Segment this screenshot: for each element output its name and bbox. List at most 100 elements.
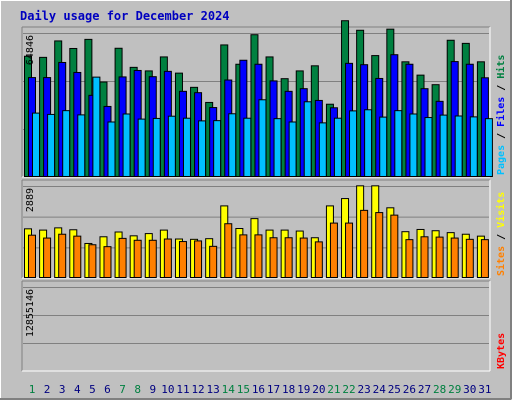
bar-sites-day-12 [194,240,203,279]
bar-sites-day-2 [43,237,52,279]
bar-sites-day-25 [390,214,399,278]
bar-pages-day-21 [333,117,342,177]
x-tick-label-day-16: 16 [252,383,265,396]
bar-sites-day-3 [58,233,67,278]
bar-sites-day-21 [329,222,338,279]
bar-pages-day-6 [107,121,116,178]
bar-sites-day-14 [224,223,233,278]
x-tick-label-day-14: 14 [222,383,236,396]
bar-sites-day-11 [178,241,187,278]
x-tick-label-day-5: 5 [89,383,96,396]
bar-sites-day-20 [314,241,323,278]
bar-sites-day-7 [118,237,127,279]
x-tick-label-day-9: 9 [149,383,156,396]
bar-sites-day-23 [360,209,369,278]
bar-sites-day-24 [375,212,384,278]
series-labels-middle: Sites / Visits [495,192,507,276]
bar-sites-day-27 [420,236,429,278]
bar-pages-day-11 [182,117,191,177]
bars-layer [24,20,493,279]
x-tick-label-day-15: 15 [237,383,250,396]
x-tick-label-day-22: 22 [342,383,355,396]
x-tick-label-day-7: 7 [119,383,126,396]
x-tick-label-day-24: 24 [373,383,387,396]
bar-sites-day-18 [284,237,293,279]
bar-sites-day-16 [254,234,263,279]
bar-sites-day-5 [88,244,97,278]
bar-sites-day-29 [450,237,459,279]
x-tick-label-day-23: 23 [358,383,371,396]
bar-sites-day-30 [465,238,474,278]
bar-pages-day-9 [152,117,161,178]
bar-pages-day-23 [364,109,373,177]
x-tick-label-day-12: 12 [191,383,204,396]
x-tick-label-day-29: 29 [448,383,461,396]
series-label-pages: Pages [496,145,507,175]
x-tick-label-day-26: 26 [403,383,416,396]
bar-pages-day-5 [92,76,101,177]
x-tick-label-day-19: 19 [297,383,310,396]
bar-pages-day-31 [484,118,493,177]
x-tick-label-day-18: 18 [282,383,295,396]
series-labels-bottom: KBytes [496,333,507,369]
bar-pages-day-8 [137,118,146,177]
bar-sites-day-9 [148,239,157,278]
bar-sites-day-28 [435,236,444,278]
series-label-visits: Visits [495,192,507,228]
series-label-kbytes: KBytes [496,333,507,369]
bar-pages-day-24 [379,116,388,177]
bar-pages-day-22 [349,110,358,177]
panel-bottom [21,280,491,372]
x-tick-label-day-30: 30 [463,383,476,396]
bar-pages-day-29 [454,115,463,178]
series-label-files: Files [495,97,507,127]
x-tick-label-day-1: 1 [29,383,36,396]
x-tick-label-day-25: 25 [388,383,401,396]
x-tick-label-day-3: 3 [59,383,66,396]
bar-pages-day-26 [409,113,418,178]
bar-pages-day-14 [228,113,237,177]
bar-pages-day-13 [213,120,222,177]
x-tick-label-day-2: 2 [44,383,51,396]
bar-pages-day-16 [258,99,267,177]
x-tick-label-day-11: 11 [176,383,189,396]
x-tick-label-day-21: 21 [327,383,340,396]
x-tick-label-day-28: 28 [433,383,446,396]
series-label-separator: / [496,127,507,145]
bar-pages-day-20 [318,122,327,178]
bar-pages-day-2 [47,113,56,177]
x-tick-label-day-4: 4 [74,383,81,396]
bar-pages-day-12 [198,120,207,177]
bar-sites-day-26 [405,239,414,278]
bar-sites-day-13 [209,245,218,279]
x-tick-label-day-31: 31 [478,383,491,396]
chart-title: Daily usage for December 2024 [20,9,230,23]
bar-pages-day-19 [303,101,312,177]
series-label-sites: Sites [495,246,507,276]
x-tick-label-day-6: 6 [104,383,111,396]
x-tick-label-day-10: 10 [161,383,174,396]
bar-pages-day-28 [439,114,448,177]
x-tick-label-day-27: 27 [418,383,431,396]
series-labels-top: Pages / Files / Hits [495,55,507,175]
bar-pages-day-30 [469,116,478,177]
bar-sites-day-1 [28,234,36,279]
bar-pages-day-4 [77,114,86,177]
x-tick-label-day-13: 13 [207,383,220,396]
bar-sites-day-8 [133,239,142,278]
bar-sites-day-19 [299,237,308,279]
bar-pages-day-3 [62,110,71,177]
bar-sites-day-22 [345,222,354,279]
bar-pages-day-15 [243,117,252,177]
x-tick-label-day-20: 20 [312,383,325,396]
bar-pages-day-25 [394,110,403,177]
ymax-label-middle: 2889 [25,188,36,212]
bar-sites-day-15 [239,234,248,279]
bar-sites-day-17 [269,237,278,279]
panel-bg [22,281,490,371]
bar-pages-day-10 [167,115,176,177]
bar-pages-day-18 [288,121,297,178]
